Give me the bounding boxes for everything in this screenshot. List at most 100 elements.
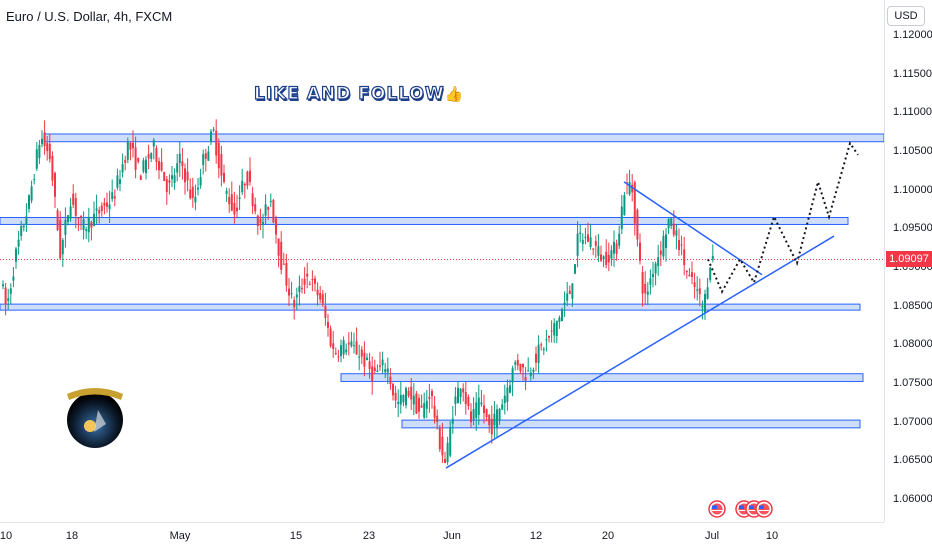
candle-body bbox=[15, 248, 17, 262]
candle-body bbox=[407, 390, 410, 396]
candle-body bbox=[228, 196, 231, 205]
candle-body bbox=[327, 321, 329, 328]
candle-body bbox=[628, 182, 631, 195]
candle-body bbox=[9, 288, 12, 294]
candle-body bbox=[511, 368, 514, 383]
candle-body bbox=[30, 186, 33, 201]
candle-body bbox=[230, 194, 233, 211]
trendline bbox=[445, 235, 835, 469]
last-price-tag: 1.09097 bbox=[886, 251, 932, 268]
candle-body bbox=[77, 217, 80, 219]
candle-body bbox=[568, 290, 571, 294]
candle-body bbox=[527, 370, 530, 372]
candle-body bbox=[12, 276, 15, 281]
candle-body bbox=[506, 387, 509, 402]
time-axis-separator bbox=[0, 522, 884, 523]
price-tick-label: 1.08500 bbox=[893, 299, 932, 312]
candle-body bbox=[145, 159, 147, 174]
candle-body bbox=[197, 187, 199, 190]
candle-body bbox=[633, 182, 636, 224]
time-tick-label: 10 bbox=[765, 530, 779, 542]
candle-body bbox=[524, 377, 527, 381]
candle-body bbox=[342, 340, 345, 355]
candle-body bbox=[537, 344, 540, 364]
candle-body bbox=[639, 242, 641, 261]
candle-body bbox=[223, 172, 225, 183]
candle-body bbox=[704, 293, 706, 313]
candle-body bbox=[17, 239, 20, 247]
candle-body bbox=[173, 175, 176, 183]
candle-body bbox=[428, 396, 431, 399]
candle-body bbox=[225, 190, 228, 194]
support-resistance-zones bbox=[0, 133, 885, 429]
economic-event-flag-icon[interactable] bbox=[708, 500, 726, 518]
candle-body bbox=[64, 219, 67, 235]
candle-body bbox=[670, 218, 673, 226]
candle-body bbox=[654, 263, 657, 274]
candle-body bbox=[194, 196, 197, 203]
candle-body bbox=[51, 155, 54, 181]
currency-button[interactable]: USD bbox=[887, 6, 925, 26]
candle-body bbox=[519, 363, 522, 372]
candle-body bbox=[20, 226, 23, 237]
candle-body bbox=[529, 372, 532, 377]
candle-body bbox=[594, 241, 597, 246]
economic-event-flag-icon[interactable] bbox=[755, 500, 773, 518]
candle-body bbox=[142, 160, 145, 172]
price-tick-label: 1.12000 bbox=[893, 29, 932, 41]
candle-body bbox=[48, 143, 51, 160]
candle-body bbox=[87, 217, 90, 233]
candle-body bbox=[379, 365, 381, 367]
candle-body bbox=[649, 278, 652, 285]
candle-body bbox=[415, 393, 418, 414]
candle-body bbox=[256, 215, 259, 227]
time-tick-label: May bbox=[169, 530, 191, 542]
candle-body bbox=[332, 343, 335, 349]
candle-body bbox=[454, 396, 457, 404]
candle-body bbox=[176, 163, 179, 173]
candle-body bbox=[584, 236, 587, 238]
candle-body bbox=[160, 162, 163, 171]
candle-body bbox=[597, 246, 600, 256]
candle-body bbox=[610, 250, 613, 259]
candlesticks bbox=[2, 119, 714, 465]
candle-body bbox=[399, 394, 402, 405]
candle-body bbox=[397, 401, 400, 404]
candle-body bbox=[301, 288, 303, 290]
candle-body bbox=[316, 289, 319, 296]
candle-body bbox=[355, 341, 358, 355]
candle-body bbox=[54, 173, 56, 197]
candle-body bbox=[285, 263, 288, 286]
candle-body bbox=[264, 204, 267, 216]
candle-body bbox=[576, 233, 579, 256]
candle-body bbox=[548, 335, 550, 338]
candle-body bbox=[267, 207, 270, 210]
candle-body bbox=[680, 244, 683, 246]
time-tick-label: 15 bbox=[289, 530, 303, 542]
candle-body bbox=[457, 387, 459, 404]
candle-body bbox=[72, 193, 75, 205]
candle-body bbox=[147, 154, 150, 159]
candle-body bbox=[451, 418, 454, 424]
candle-body bbox=[553, 323, 556, 336]
candle-body bbox=[423, 403, 426, 418]
price-zone bbox=[0, 217, 849, 225]
candle-body bbox=[480, 402, 483, 405]
candle-body bbox=[116, 175, 119, 188]
event-markers bbox=[708, 500, 773, 518]
candle-body bbox=[168, 180, 171, 183]
candle-body bbox=[412, 395, 415, 405]
candle-body bbox=[69, 206, 72, 219]
candle-body bbox=[184, 168, 186, 183]
candle-body bbox=[262, 222, 264, 225]
candle-body bbox=[542, 348, 545, 350]
candle-body bbox=[150, 153, 153, 159]
candle-body bbox=[402, 394, 405, 403]
candle-body bbox=[100, 205, 103, 212]
candle-body bbox=[207, 151, 210, 161]
candle-body bbox=[709, 267, 712, 281]
candle-body bbox=[259, 218, 262, 224]
candle-body bbox=[129, 142, 132, 150]
candle-body bbox=[22, 225, 25, 228]
